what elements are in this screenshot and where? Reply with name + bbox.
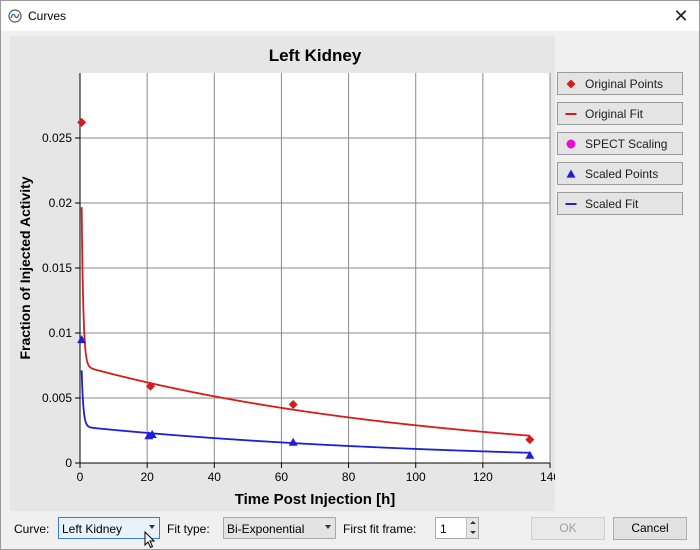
chevron-down-icon: [149, 525, 155, 529]
triangle-icon: [566, 169, 576, 178]
diamond-symbol: [566, 79, 576, 89]
x-tick-label: 120: [473, 470, 493, 484]
controls-bar: Curve: Left Kidney Fit type: Bi-Exponent…: [1, 513, 700, 545]
curve-label: Curve:: [14, 522, 50, 536]
x-tick-label: 20: [140, 470, 154, 484]
x-tick-label: 80: [342, 470, 356, 484]
first-fit-frame-value: 1: [440, 522, 447, 536]
chart-axes: 0 20 40 60 80 100 120 140 0 0.005 0.01 0.015 0.02 0.0…: [42, 73, 555, 484]
x-tick-label: 0: [77, 470, 84, 484]
curve-select[interactable]: Left Kidney: [58, 517, 160, 539]
y-tick-label: 0.005: [42, 391, 72, 405]
x-tick-label: 140: [540, 470, 555, 484]
scaled-points-marker: [288, 437, 298, 446]
curves-app-icon: [8, 9, 22, 23]
triangle-symbol: [566, 169, 576, 178]
legend-label: SPECT Scaling: [585, 137, 668, 151]
close-icon[interactable]: ✕: [673, 6, 689, 26]
scaled-points-marker: [525, 450, 535, 459]
chevron-down-icon: [325, 525, 331, 529]
mouse-cursor-icon: [144, 531, 156, 549]
window-title: Curves: [28, 9, 67, 23]
legend-item-scaled-points[interactable]: Scaled Points: [557, 162, 683, 185]
x-tick-label: 40: [208, 470, 222, 484]
legend-item-original-points[interactable]: Original Points: [557, 72, 683, 95]
line-icon: [565, 203, 577, 205]
first-fit-frame-spinbox[interactable]: 1: [435, 517, 479, 539]
original-points-marker: [288, 400, 298, 409]
diamond-icon: [566, 79, 576, 89]
original-points-marker: [146, 381, 155, 391]
legend-label: Original Points: [585, 77, 664, 91]
legend-label: Scaled Fit: [585, 197, 639, 211]
original-points-marker: [77, 117, 87, 127]
legend-item-spect-scaling[interactable]: SPECT Scaling: [557, 132, 683, 155]
circle-icon: [566, 139, 576, 149]
fit-type-label: Fit type:: [167, 522, 210, 536]
curve-select-value: Left Kidney: [62, 522, 123, 536]
scaled-points-marker: [77, 335, 87, 344]
original-fit-line: [80, 207, 530, 437]
line-icon: [565, 113, 577, 115]
circle-symbol: [566, 139, 576, 149]
legend-item-original-fit[interactable]: Original Fit: [557, 102, 683, 125]
y-tick-label: 0.01: [49, 326, 73, 340]
x-tick-label: 100: [406, 470, 426, 484]
y-axis-label: Fraction of Injected Activity: [17, 176, 33, 359]
legend-label: Scaled Points: [585, 167, 659, 181]
scaled-points-marker: [147, 429, 157, 438]
x-axis-label: Time Post Injection [h]: [235, 491, 396, 508]
chart-title: Left Kidney: [269, 46, 362, 65]
y-tick-label: 0.02: [49, 196, 73, 210]
title-bar: Curves ✕: [1, 1, 699, 31]
spin-down-icon[interactable]: [466, 528, 478, 538]
legend-label: Original Fit: [585, 107, 644, 121]
cancel-button[interactable]: Cancel: [613, 517, 687, 540]
fit-type-select[interactable]: Bi-Exponential: [223, 517, 336, 539]
y-tick-label: 0: [65, 456, 72, 470]
plot-panel: Left Kidney 0 20 40 60 80 100 120 140 0 0.005 0.01…: [10, 36, 555, 511]
first-fit-frame-label: First fit frame:: [343, 522, 417, 536]
legend-item-scaled-fit[interactable]: Scaled Fit: [557, 192, 683, 215]
y-tick-label: 0.015: [42, 261, 72, 275]
ok-button[interactable]: OK: [531, 517, 605, 540]
y-tick-label: 0.025: [42, 131, 72, 145]
original-points-marker: [525, 435, 535, 445]
curve-chart: Left Kidney 0 20 40 60 80 100 120 140 0 0.005 0.01…: [17, 46, 555, 508]
chart-series: [77, 117, 535, 459]
scaled-fit-line: [80, 370, 530, 454]
chart-legend: Original Points Original Fit SPECT Scaling…: [557, 72, 683, 222]
x-tick-label: 60: [275, 470, 289, 484]
fit-type-select-value: Bi-Exponential: [227, 522, 305, 536]
